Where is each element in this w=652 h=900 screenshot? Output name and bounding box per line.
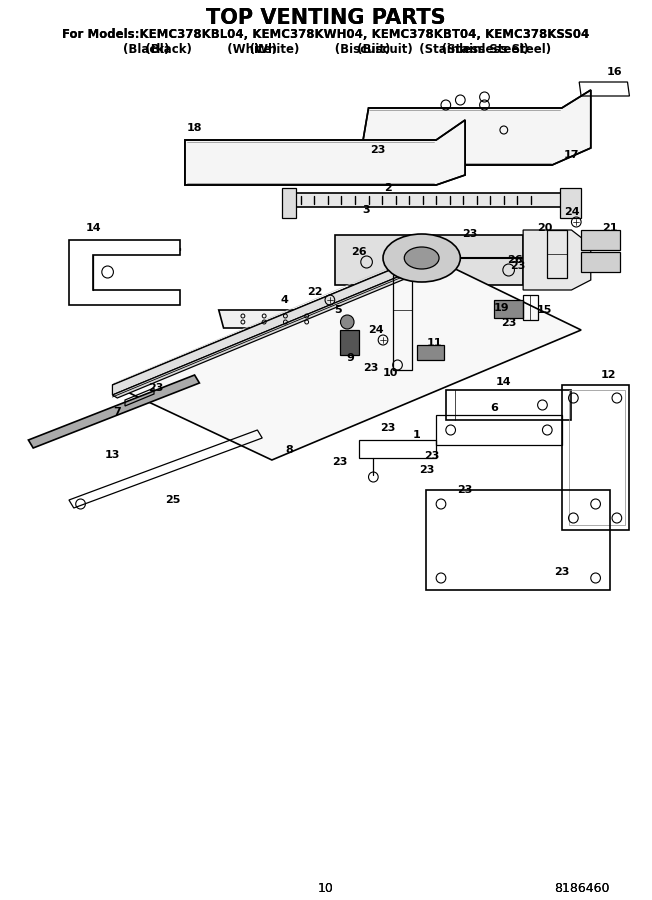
Text: 4: 4	[280, 295, 288, 305]
Polygon shape	[218, 310, 344, 328]
Text: 20: 20	[537, 223, 552, 233]
Polygon shape	[523, 230, 591, 290]
Text: 10: 10	[318, 881, 334, 895]
Text: 19: 19	[494, 303, 510, 313]
Text: 6: 6	[490, 403, 498, 413]
Text: 22: 22	[308, 287, 323, 297]
Circle shape	[340, 315, 354, 329]
Text: TOP VENTING PARTS: TOP VENTING PARTS	[206, 8, 446, 28]
Text: 23: 23	[554, 567, 569, 577]
Polygon shape	[112, 255, 426, 395]
Text: 23: 23	[363, 363, 378, 373]
Polygon shape	[417, 345, 444, 360]
Text: 5: 5	[334, 305, 342, 315]
Text: TOP VENTING PARTS: TOP VENTING PARTS	[206, 8, 446, 28]
Text: 8186460: 8186460	[555, 881, 610, 895]
Text: 23: 23	[511, 261, 526, 271]
Text: 2: 2	[384, 183, 392, 193]
Text: 10: 10	[318, 881, 334, 895]
Text: 23: 23	[462, 229, 478, 239]
Text: 24: 24	[368, 325, 384, 335]
Text: 21: 21	[602, 223, 618, 233]
Polygon shape	[359, 90, 591, 165]
Polygon shape	[185, 120, 465, 185]
Text: 23: 23	[148, 383, 164, 393]
Text: 12: 12	[600, 370, 616, 380]
Polygon shape	[560, 188, 581, 218]
Polygon shape	[340, 330, 359, 355]
Text: 23: 23	[419, 465, 434, 475]
Polygon shape	[334, 235, 523, 285]
Polygon shape	[291, 193, 571, 207]
Text: 1: 1	[413, 430, 421, 440]
Text: 26: 26	[508, 255, 523, 265]
Text: For Models:KEMC378KBL04, KEMC378KWH04, KEMC378KBT04, KEMC378KSS04: For Models:KEMC378KBL04, KEMC378KWH04, K…	[63, 29, 589, 41]
Text: 23: 23	[424, 451, 439, 461]
Text: 23: 23	[501, 318, 516, 328]
Text: For Models:KEMC378KBL04, KEMC378KWH04, KEMC378KBT04, KEMC378KSS04: For Models:KEMC378KBL04, KEMC378KWH04, K…	[63, 29, 589, 41]
Text: 14: 14	[85, 223, 101, 233]
Text: 23: 23	[332, 457, 348, 467]
Polygon shape	[581, 230, 620, 250]
Text: 16: 16	[607, 67, 623, 77]
Text: 25: 25	[165, 495, 180, 505]
Text: 13: 13	[105, 450, 120, 460]
Text: 8186460: 8186460	[555, 881, 610, 895]
Text: 3: 3	[363, 205, 370, 215]
Text: 18: 18	[187, 123, 202, 133]
Text: (Black)              (White)              (Biscuit)       (Stainless Steel): (Black) (White) (Biscuit) (Stainless Ste…	[100, 42, 552, 56]
Text: 24: 24	[563, 207, 579, 217]
Text: 10: 10	[383, 368, 398, 378]
Text: 14: 14	[496, 377, 512, 387]
Text: 23: 23	[370, 145, 386, 155]
Polygon shape	[581, 252, 620, 272]
Text: (Black)              (White)              (Biscuit)       (Stainless Steel): (Black) (White) (Biscuit) (Stainless Ste…	[123, 42, 529, 56]
Text: 17: 17	[564, 150, 579, 160]
Text: 7: 7	[113, 407, 121, 417]
Text: 11: 11	[426, 338, 442, 348]
Ellipse shape	[404, 247, 439, 269]
Text: 9: 9	[346, 353, 354, 363]
Text: 23: 23	[458, 485, 473, 495]
Text: 26: 26	[351, 247, 366, 257]
Ellipse shape	[383, 234, 460, 282]
Polygon shape	[29, 375, 200, 448]
Text: 15: 15	[537, 305, 552, 315]
Polygon shape	[494, 300, 523, 318]
Polygon shape	[282, 188, 296, 218]
Text: 23: 23	[380, 423, 396, 433]
Polygon shape	[112, 265, 432, 398]
Polygon shape	[112, 255, 581, 460]
Text: 8: 8	[286, 445, 293, 455]
